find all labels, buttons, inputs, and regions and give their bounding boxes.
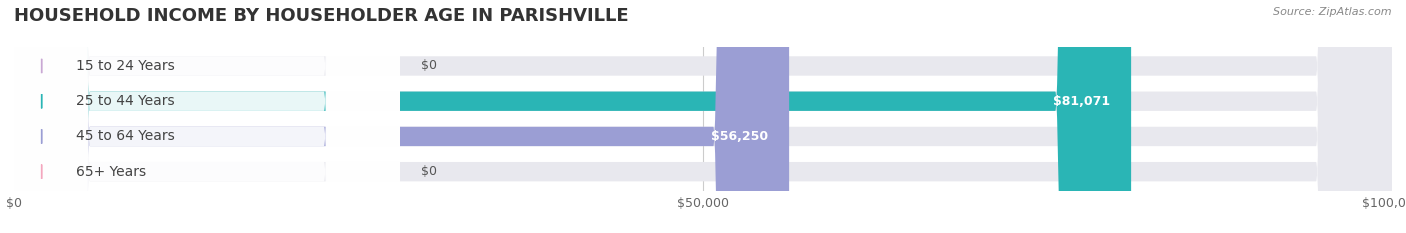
Text: Source: ZipAtlas.com: Source: ZipAtlas.com (1274, 7, 1392, 17)
Text: 25 to 44 Years: 25 to 44 Years (76, 94, 174, 108)
FancyBboxPatch shape (14, 0, 1392, 233)
Text: $56,250: $56,250 (711, 130, 769, 143)
Text: 65+ Years: 65+ Years (76, 165, 146, 179)
Text: HOUSEHOLD INCOME BY HOUSEHOLDER AGE IN PARISHVILLE: HOUSEHOLD INCOME BY HOUSEHOLDER AGE IN P… (14, 7, 628, 25)
FancyBboxPatch shape (14, 0, 399, 233)
FancyBboxPatch shape (14, 0, 1392, 233)
FancyBboxPatch shape (14, 0, 399, 233)
FancyBboxPatch shape (14, 0, 399, 233)
FancyBboxPatch shape (14, 0, 1130, 233)
Text: $0: $0 (420, 59, 436, 72)
FancyBboxPatch shape (14, 0, 1392, 233)
Text: $81,071: $81,071 (1053, 95, 1111, 108)
Text: 15 to 24 Years: 15 to 24 Years (76, 59, 174, 73)
Text: $0: $0 (420, 165, 436, 178)
FancyBboxPatch shape (14, 0, 399, 233)
FancyBboxPatch shape (14, 0, 789, 233)
FancyBboxPatch shape (14, 0, 1392, 233)
Text: 45 to 64 Years: 45 to 64 Years (76, 130, 174, 144)
